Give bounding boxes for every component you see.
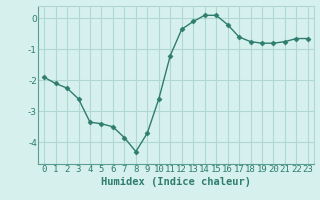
X-axis label: Humidex (Indice chaleur): Humidex (Indice chaleur) [101,177,251,187]
